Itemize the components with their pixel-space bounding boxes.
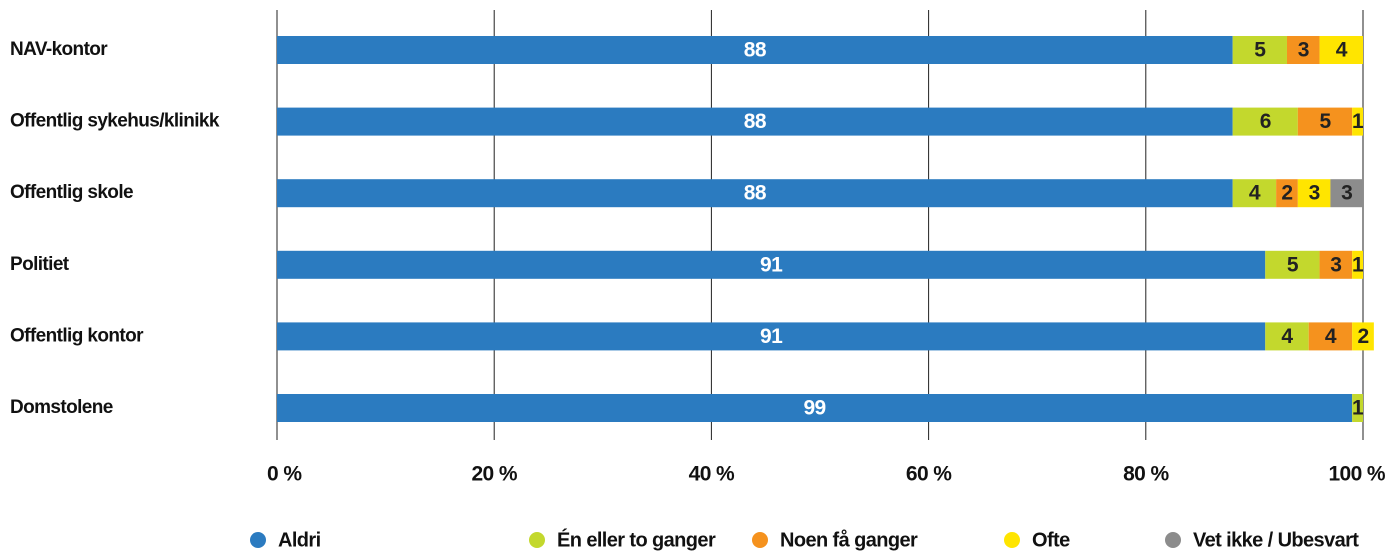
- value-label: 2: [1281, 182, 1292, 205]
- legend-label: Noen få ganger: [780, 528, 918, 551]
- bar-segment: [1330, 179, 1363, 208]
- value-label: 5: [1254, 39, 1266, 62]
- x-tick-label: 80 %: [1123, 463, 1169, 486]
- value-label: 2: [1357, 325, 1368, 348]
- x-tick-label: 40 %: [689, 463, 735, 486]
- value-label: 5: [1319, 110, 1331, 133]
- bar-segment: [1276, 179, 1298, 208]
- value-label: 4: [1336, 39, 1348, 62]
- bar-segment: [1319, 250, 1353, 279]
- value-label: 91: [760, 325, 783, 348]
- bar-segment: [277, 179, 1233, 208]
- category-label: Offentlig sykehus/klinikk: [10, 111, 220, 132]
- value-label: 88: [744, 110, 767, 133]
- category-label: Offentlig skole: [10, 182, 133, 203]
- legend-label: Ofte: [1032, 529, 1070, 551]
- bar-segment: [1232, 179, 1277, 208]
- category-label: Domstolene: [10, 397, 113, 418]
- legend-label: Aldri: [278, 529, 321, 551]
- value-label: 3: [1330, 253, 1341, 276]
- x-tick-label: 60 %: [906, 463, 952, 486]
- value-label: 3: [1341, 182, 1352, 205]
- value-label: 4: [1325, 325, 1337, 348]
- legend-label: Én eller to ganger: [557, 528, 716, 551]
- value-label: 99: [803, 397, 825, 420]
- value-label: 91: [760, 253, 783, 276]
- value-label: 4: [1249, 182, 1261, 205]
- legend-label: Vet ikke / Ubesvart: [1193, 529, 1359, 551]
- bar-segment: [1352, 394, 1363, 422]
- bar-segment: [1352, 107, 1363, 136]
- value-label: 4: [1281, 325, 1293, 348]
- bar-segment: [277, 250, 1266, 279]
- value-label: 88: [744, 182, 767, 205]
- x-tick-label: 20 %: [471, 463, 517, 486]
- value-label: 1: [1352, 397, 1364, 420]
- legend-swatch: [529, 532, 545, 548]
- bar-segment: [1286, 36, 1320, 64]
- value-label: 3: [1309, 182, 1320, 205]
- legend-swatch: [1165, 532, 1181, 548]
- legend-swatch: [250, 532, 266, 548]
- category-label: NAV-kontor: [10, 39, 108, 60]
- bar-segment: [1352, 250, 1363, 279]
- bar-segment: [277, 36, 1233, 64]
- value-label: 1: [1352, 110, 1364, 133]
- bar-segment: [277, 322, 1266, 351]
- bar-segment: [277, 394, 1353, 422]
- x-tick-label: 0 %: [267, 463, 302, 486]
- bar-segment: [1265, 322, 1309, 351]
- x-tick-label: 100 %: [1328, 463, 1385, 486]
- bar-segment: [277, 107, 1233, 136]
- value-label: 5: [1287, 253, 1299, 276]
- value-label: 88: [744, 39, 767, 62]
- bar-segment: [1319, 36, 1363, 64]
- bar-segment: [1297, 107, 1353, 136]
- value-label: 3: [1298, 39, 1309, 62]
- category-label: Offentlig kontor: [10, 325, 144, 346]
- bar-segment: [1352, 322, 1374, 351]
- value-label: 6: [1260, 110, 1271, 133]
- value-label: 1: [1352, 253, 1364, 276]
- bar-segment: [1232, 107, 1298, 136]
- bar-segment: [1297, 179, 1331, 208]
- bar-segment: [1308, 322, 1353, 351]
- bar-segment: [1232, 36, 1287, 64]
- legend-swatch: [752, 532, 768, 548]
- bar-segment: [1265, 250, 1320, 279]
- legend-swatch: [1004, 532, 1020, 548]
- category-label: Politiet: [10, 254, 70, 275]
